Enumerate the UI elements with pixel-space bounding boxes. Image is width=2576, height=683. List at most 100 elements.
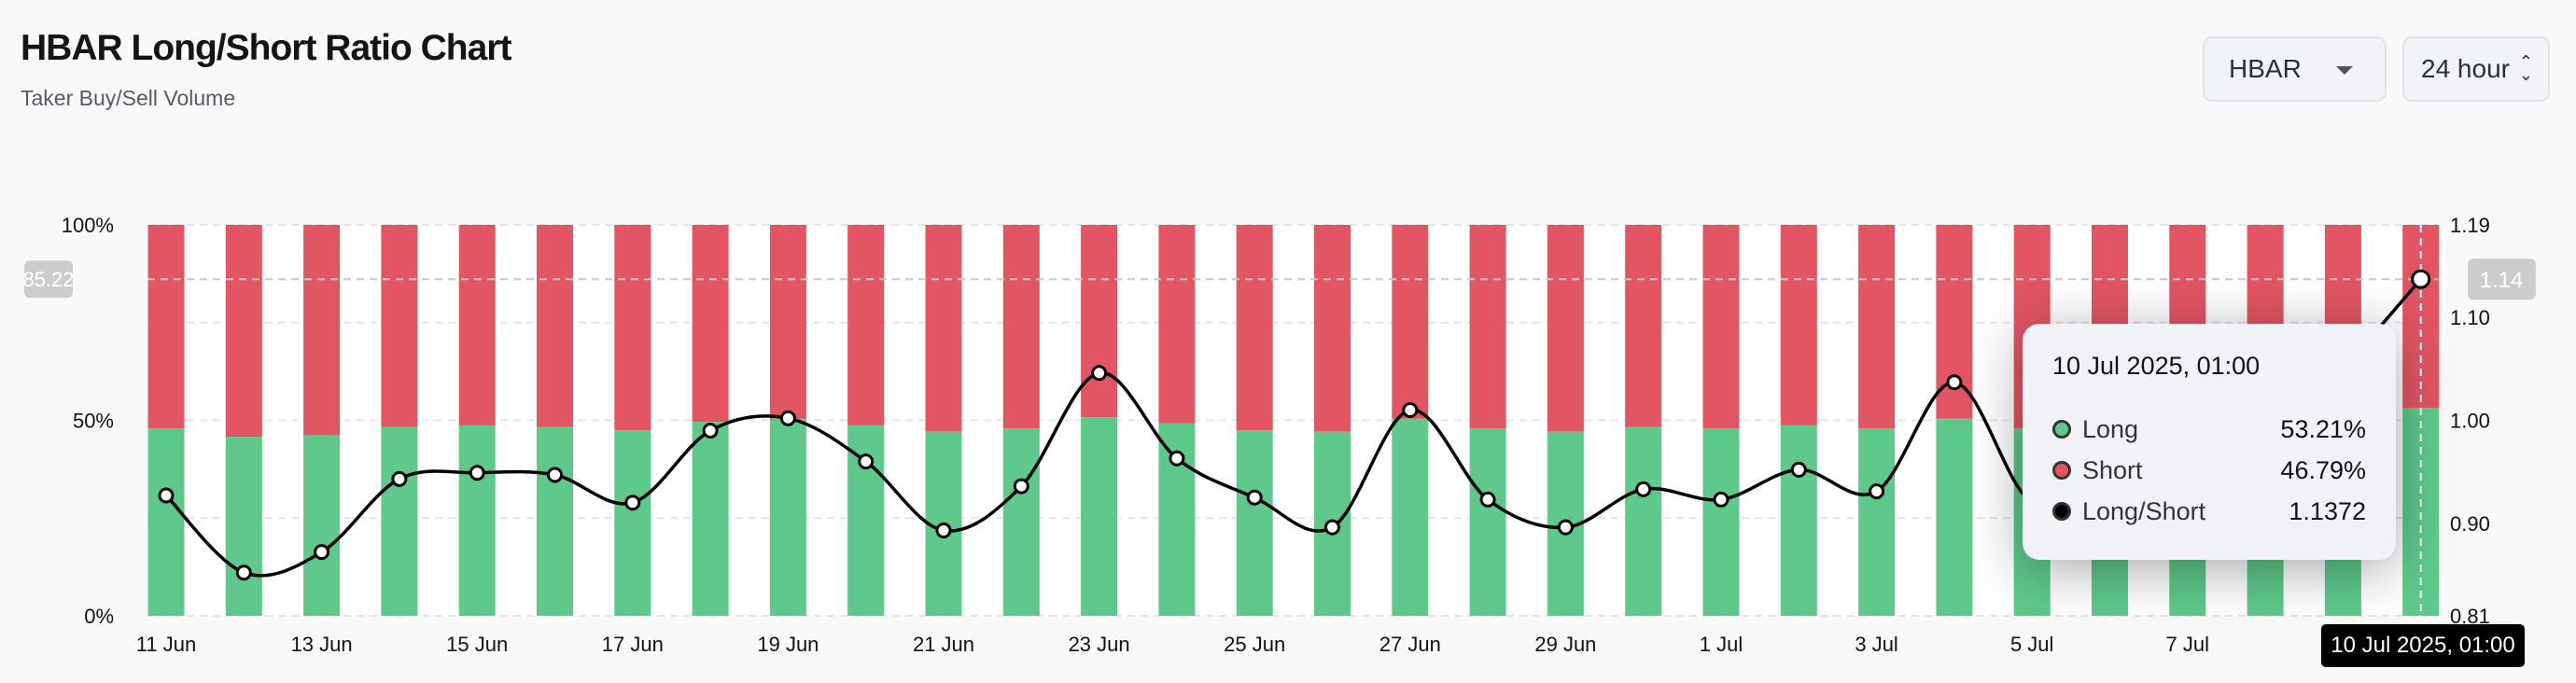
bar-long-3-Jul [1858, 428, 1896, 616]
time-range-value: 24 hour [2421, 54, 2510, 83]
bar-short-25-Jun [1236, 225, 1273, 430]
y-left-tick-label: 100% [62, 214, 114, 237]
bar-long-13-Jun [303, 435, 341, 616]
x-tick-label: 27 Jun [1379, 633, 1441, 656]
bar-long-12-Jun [225, 437, 262, 616]
ratio-point-12-Jun [235, 565, 252, 581]
crosshair-left-label: 85.22 [22, 268, 74, 291]
ratio-point-10-Jul [2411, 269, 2431, 289]
coin-select[interactable]: HBAR [2203, 36, 2387, 102]
tooltip-value: 46.79% [2280, 455, 2366, 484]
x-tick-label: 25 Jun [1224, 633, 1285, 656]
bar-short-2-Jul [1780, 225, 1817, 425]
tooltip-value: 1.1372 [2289, 496, 2366, 525]
ratio-point-26-Jun [1324, 519, 1340, 536]
ratio-dot-icon [2052, 502, 2071, 521]
x-tick-label: 3 Jul [1855, 633, 1897, 656]
x-tick-label: 11 Jun [136, 633, 196, 656]
y-right-tick-label: 1.00 [2450, 410, 2490, 433]
tooltip-row-ratio: Long/Short 1.1372 [2052, 491, 2366, 532]
x-tick-label: 15 Jun [446, 633, 508, 656]
x-tick-label: 17 Jun [602, 633, 664, 656]
tooltip-date: 10 Jul 2025, 01:00 [2052, 352, 2261, 380]
bar-short-20-Jun [847, 225, 885, 425]
crosshair-right-label: 1.14 [2480, 268, 2524, 293]
ratio-point-3-Jul [1869, 483, 1885, 500]
short-dot-icon [2052, 461, 2071, 480]
long-dot-icon [2052, 420, 2071, 439]
caret-down-icon [2336, 66, 2353, 75]
ratio-point-1-Jul [1713, 491, 1729, 508]
ratio-point-15-Jun [469, 465, 485, 481]
x-tick-label: 19 Jun [757, 633, 819, 656]
y-right-tick-label: 0.81 [2450, 605, 2490, 628]
bar-short-28-Jun [1469, 225, 1506, 429]
x-tick-label: 29 Jun [1534, 633, 1596, 656]
ratio-point-25-Jun [1246, 489, 1263, 506]
ratio-point-19-Jun [779, 410, 796, 426]
bar-long-15-Jun [458, 425, 496, 616]
ratio-point-24-Jun [1169, 450, 1185, 467]
time-range-select[interactable]: 24 hour ⌃ ⌄ [2402, 36, 2550, 102]
bar-long-19-Jun [769, 418, 806, 616]
bar-short-13-Jun [303, 225, 341, 436]
bar-long-25-Jun [1236, 429, 1273, 616]
bar-short-14-Jun [381, 225, 418, 427]
ratio-point-4-Jul [1946, 374, 1963, 391]
x-tick-label: 1 Jul [1700, 633, 1743, 656]
bar-short-11-Jun [147, 225, 185, 429]
bar-short-12-Jun [225, 225, 262, 438]
y-left-tick-label: 50% [73, 410, 114, 433]
bar-short-18-Jun [692, 225, 729, 423]
ratio-point-18-Jun [702, 423, 719, 439]
coin-select-value: HBAR [2229, 54, 2302, 83]
y-right-tick-label: 1.19 [2450, 214, 2490, 237]
tooltip-label: Short [2082, 455, 2143, 484]
bar-short-3-Jul [1858, 225, 1896, 429]
ratio-point-13-Jun [314, 544, 330, 561]
ratio-point-21-Jun [935, 522, 952, 538]
bar-short-24-Jun [1158, 225, 1196, 424]
bar-short-26-Jun [1314, 225, 1351, 432]
bar-long-27-Jun [1392, 418, 1429, 616]
tooltip-label: Long [2082, 414, 2139, 443]
tooltip-row-long: Long 53.21% [2052, 409, 2366, 450]
ratio-point-11-Jun [158, 487, 175, 504]
bar-long-22-Jun [1002, 428, 1040, 616]
bar-long-28-Jun [1469, 428, 1506, 616]
bar-short-23-Jun [1081, 225, 1118, 418]
bar-long-17-Jun [614, 429, 651, 616]
ratio-point-29-Jun [1557, 519, 1574, 536]
chart-tooltip: 10 Jul 2025, 01:00 Long 53.21% Short 46.… [2023, 324, 2396, 560]
bar-long-16-Jun [537, 426, 573, 616]
crosshair-x-label: 10 Jul 2025, 01:00 [2321, 624, 2525, 667]
bar-short-27-Jun [1392, 225, 1429, 419]
y-right-tick-label: 1.10 [2450, 306, 2490, 329]
ratio-point-17-Jun [624, 495, 641, 511]
bar-short-16-Jun [537, 225, 573, 427]
bar-long-23-Jun [1081, 417, 1118, 616]
ratio-point-20-Jun [858, 453, 875, 470]
ratio-point-22-Jun [1013, 478, 1029, 495]
ratio-point-16-Jun [547, 467, 563, 483]
bar-short-21-Jun [925, 225, 962, 432]
x-tick-label: 13 Jun [291, 633, 353, 656]
ratio-point-27-Jun [1402, 401, 1419, 418]
bar-short-30-Jun [1625, 225, 1662, 427]
x-tick-label: 5 Jul [2010, 633, 2053, 656]
crosshair-left-badge [24, 260, 73, 299]
bar-long-2-Jul [1780, 425, 1817, 616]
ratio-point-28-Jun [1479, 491, 1496, 508]
bar-short-17-Jun [614, 225, 651, 430]
ratio-point-30-Jun [1635, 481, 1652, 497]
bar-long-1-Jul [1702, 428, 1740, 616]
tooltip-value: 53.21% [2280, 414, 2366, 443]
x-tick-label: 23 Jun [1069, 633, 1130, 656]
page-subtitle: Taker Buy/Sell Volume [21, 86, 236, 110]
crosshair-right-badge [2468, 258, 2536, 300]
tooltip-label: Long/Short [2082, 496, 2206, 525]
bar-long-4-Jul [1936, 418, 1973, 616]
tooltip-row-short: Short 46.79% [2052, 450, 2366, 491]
y-left-tick-label: 0% [84, 605, 114, 628]
